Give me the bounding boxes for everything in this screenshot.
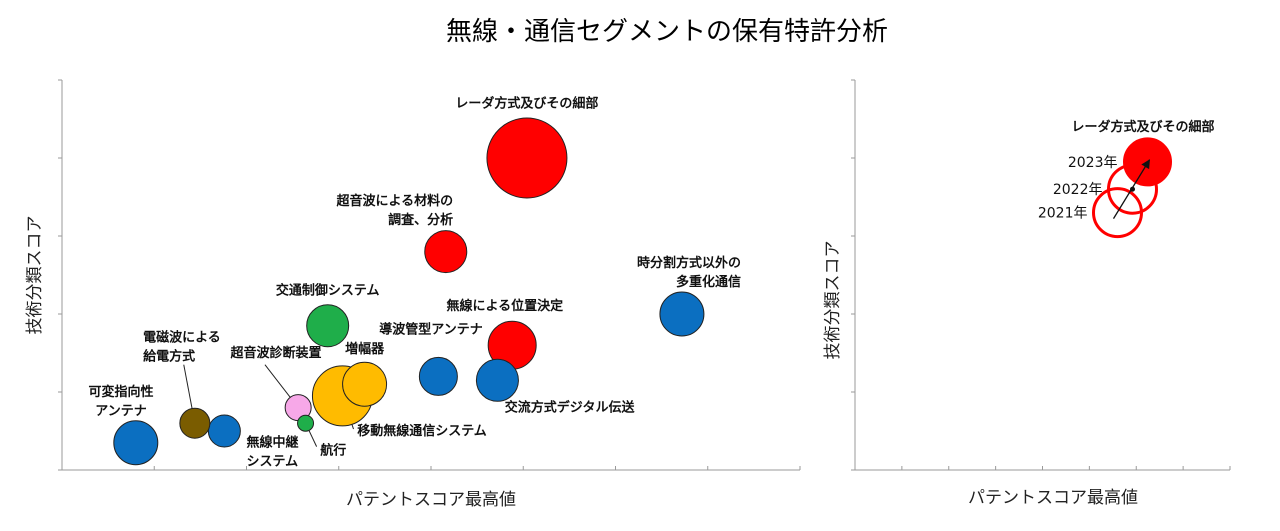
bubble xyxy=(486,117,568,199)
bubble xyxy=(659,291,705,337)
bubble-label-line: 無線による位置決定 xyxy=(446,298,563,314)
bubble-label-line: 時分割方式以外の xyxy=(637,255,741,271)
bubble-label-line: アンテナ xyxy=(95,404,146,419)
bubble-label: 増幅器 xyxy=(345,341,385,357)
bubble xyxy=(418,356,458,396)
bubble-label: 導波管型アンテナ xyxy=(379,322,482,338)
bubble-label: 無線中継システム xyxy=(247,435,299,470)
bubble-label: 交通制御システム xyxy=(276,283,380,299)
bubble xyxy=(424,230,468,274)
inset-x-axis-label: パテントスコア最高値 xyxy=(968,488,1138,508)
bubble xyxy=(179,407,211,439)
inset-year-label: 2021年 xyxy=(1038,206,1088,222)
bubble-label: 可変指向性アンテナ xyxy=(89,384,154,419)
bubble-label-line: 導波管型アンテナ xyxy=(379,322,482,338)
bubble-label: 時分割方式以外の多重化通信 xyxy=(637,255,741,290)
chart-title: 無線・通信セグメントの保有特許分析 xyxy=(446,17,888,47)
bubble-label-line: 交流方式デジタル伝送 xyxy=(505,400,636,416)
bubble-label-line: 移動無線通信システム xyxy=(357,423,487,439)
bubble-label-line: システム xyxy=(247,455,299,470)
inset-y-axis-label: 技術分類スコア xyxy=(823,241,843,360)
main-y-axis-label: 技術分類スコア xyxy=(25,216,45,335)
bubble-label-line: 超音波による材料の xyxy=(337,193,454,209)
bubble-label: 交流方式デジタル伝送 xyxy=(505,400,636,416)
bubble-label: 無線による位置決定 xyxy=(446,298,563,314)
bubble xyxy=(475,358,519,402)
bubble-label-line: 電磁波による xyxy=(143,329,221,345)
main-x-axis-label: パテントスコア最高値 xyxy=(346,490,516,510)
bubble xyxy=(207,414,241,448)
bubble xyxy=(342,361,388,407)
bubble-label-line: レーダ方式及びその細部 xyxy=(455,95,598,111)
inset-year-label: 2022年 xyxy=(1053,182,1103,198)
bubble-label-line: 交通制御システム xyxy=(276,283,380,299)
bubble-label: 航行 xyxy=(320,442,346,458)
bubble-label-line: 多重化通信 xyxy=(676,274,741,290)
bubble-label-line: 給電方式 xyxy=(143,348,195,364)
bubble-label: レーダ方式及びその細部 xyxy=(455,95,598,111)
bubble xyxy=(113,420,159,466)
inset-chart-axes xyxy=(851,79,1231,471)
inset-series-title: レーダ方式及びその細部 xyxy=(1071,119,1214,135)
bubble-label-line: 超音波診断装置 xyxy=(231,345,322,361)
inset-bubble-2023年 xyxy=(1123,137,1172,187)
bubble-label-line: 航行 xyxy=(320,442,346,458)
bubble xyxy=(297,414,315,432)
bubble-label: 移動無線通信システム xyxy=(357,423,487,439)
bubble-label-line: 増幅器 xyxy=(345,341,385,357)
bubble-label: 電磁波による給電方式 xyxy=(143,329,221,364)
main-chart-axes xyxy=(58,79,801,471)
trajectory-point xyxy=(1130,186,1135,192)
bubble xyxy=(306,304,350,348)
bubble-label-line: 調査、分析 xyxy=(388,212,453,228)
bubble-label: 超音波診断装置 xyxy=(231,345,322,361)
bubble-label: 超音波による材料の調査、分析 xyxy=(337,193,454,228)
inset-year-label: 2023年 xyxy=(1068,155,1118,171)
bubble-label-line: 可変指向性 xyxy=(89,384,154,400)
bubble-label-line: 無線中継 xyxy=(247,435,299,451)
